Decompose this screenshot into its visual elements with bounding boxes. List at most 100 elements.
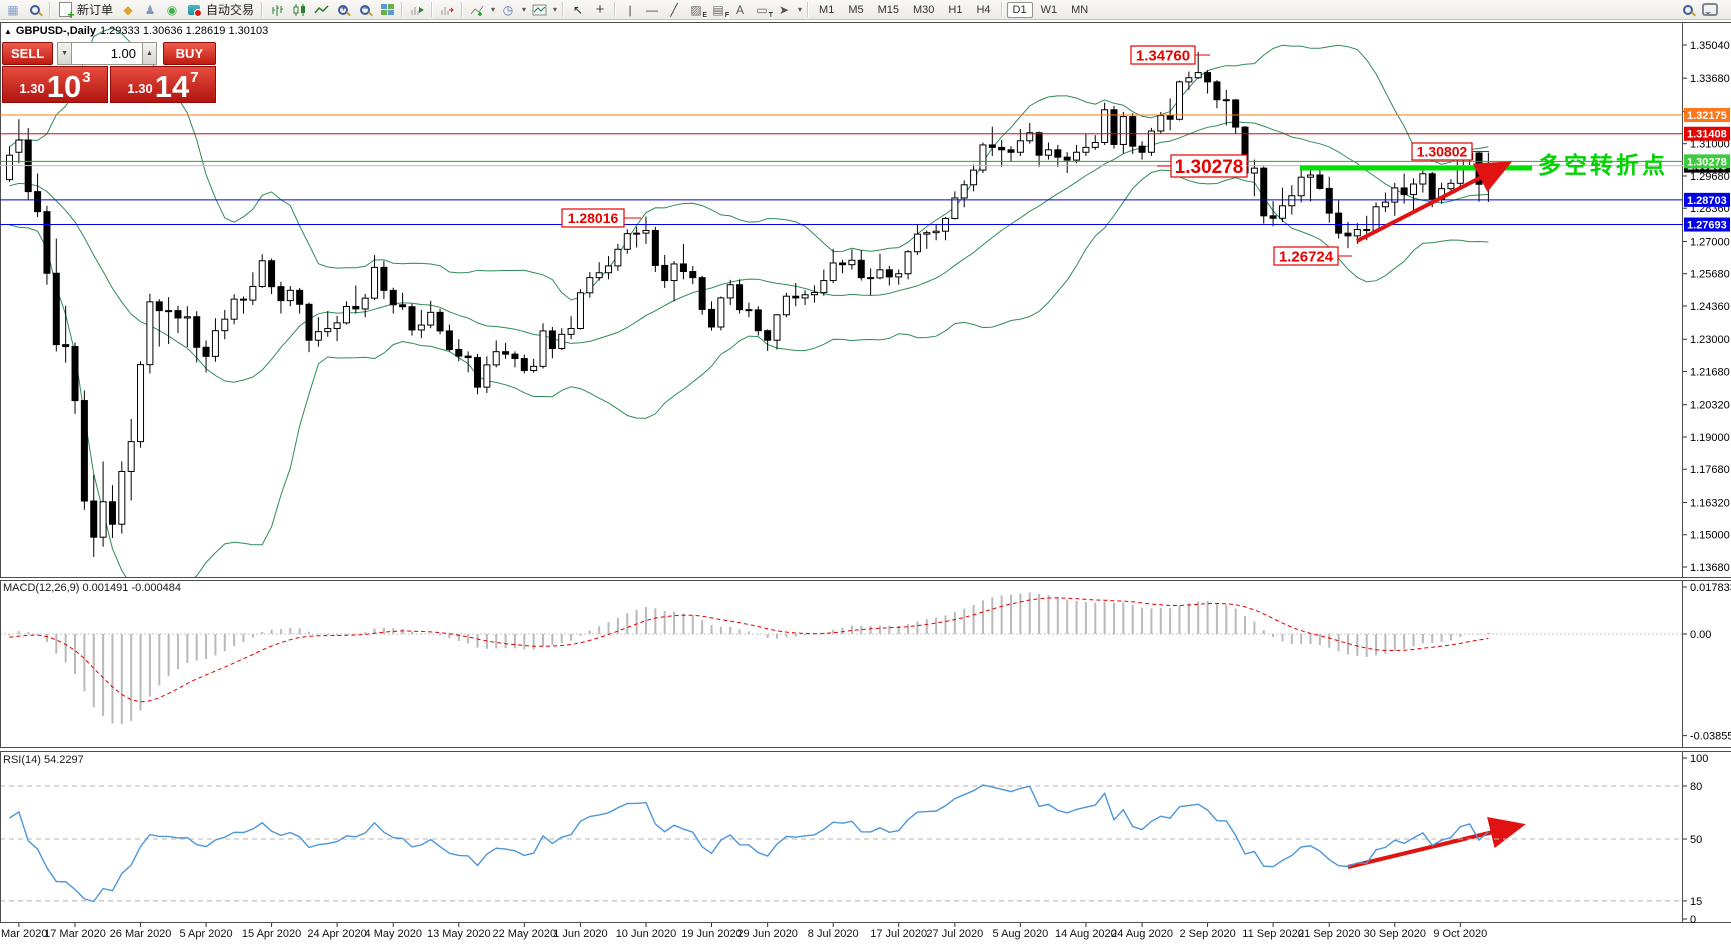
volume-increase-button[interactable]: ▲ (142, 42, 157, 65)
new-order-icon[interactable] (54, 0, 76, 21)
timeframe-m15[interactable]: M15 (877, 3, 899, 16)
candle-body (483, 364, 491, 388)
rsi-line (9, 784, 1489, 903)
macd-histogram-bar (813, 633, 816, 635)
indicators-icon[interactable] (466, 0, 488, 19)
timeframe-m1[interactable]: M1 (819, 3, 835, 16)
macd-histogram-bar (176, 633, 179, 670)
candle-body (1138, 145, 1146, 153)
cursor-icon[interactable]: ↖ (573, 2, 584, 17)
vertical-line-icon[interactable]: | (628, 2, 632, 17)
autotrading-icon[interactable] (183, 0, 205, 19)
timeframe-m5[interactable]: M5 (848, 3, 864, 16)
price-level-tag (1684, 217, 1730, 232)
timeframe-d1[interactable]: D1 (1006, 1, 1033, 18)
equidistant-channel-icon[interactable]: ▨ E (690, 2, 708, 19)
zoom-in-icon[interactable]: + (332, 0, 354, 19)
candle-body (202, 346, 210, 357)
crosshair-icon[interactable]: + (595, 1, 605, 18)
macd-histogram-bar (1318, 633, 1321, 646)
candlestick-chart-icon[interactable] (288, 0, 310, 19)
candle-body (820, 280, 828, 294)
price-callout-box[interactable] (1130, 45, 1196, 65)
timeframe-w1[interactable]: W1 (1040, 3, 1058, 16)
new-order-icon-label[interactable]: 新订单 (77, 3, 114, 17)
macd-histogram-bar (1346, 633, 1349, 655)
tile-windows-icon[interactable] (376, 0, 398, 19)
macd-histogram-bar (1047, 595, 1050, 634)
date-axis-label: 10 Jun 2020 (616, 928, 677, 940)
price-axis-strip (1683, 20, 1731, 944)
strategy-tester-icon[interactable] (24, 0, 46, 19)
bar-chart-icon[interactable] (266, 0, 288, 19)
candle-body (249, 285, 257, 301)
fibonacci-icon[interactable]: ▤ F (712, 2, 730, 19)
timeframe-h4[interactable]: H4 (976, 3, 991, 16)
candle-body (342, 305, 350, 324)
buy-price-panel[interactable]: 1.30 14 7 (110, 66, 216, 103)
periods-icon-dropdown[interactable]: ▾ (522, 5, 527, 14)
auto-scroll-icon[interactable] (406, 0, 428, 19)
templates-icon[interactable] (528, 0, 550, 19)
horizontal-line-icon[interactable]: — (646, 2, 659, 17)
signals-icon[interactable]: ◉ (166, 2, 178, 17)
sell-button[interactable]: SELL (2, 42, 54, 65)
timeframe-m30[interactable]: M30 (913, 3, 935, 16)
macd-histogram-bar (579, 633, 582, 636)
line-chart-icon[interactable] (310, 0, 332, 19)
arrows-icon[interactable]: ➤ (779, 2, 790, 17)
macd-histogram-bar (17, 631, 20, 634)
date-axis-label: 4 May 2020 (365, 928, 422, 940)
text-icon[interactable]: A (736, 2, 745, 17)
candle-body (885, 269, 893, 278)
chart-window-icon[interactable]: ▦ (7, 2, 19, 17)
timeframe-mn[interactable]: MN (1071, 3, 1089, 16)
candle-body (268, 260, 276, 288)
timeframe-h1[interactable]: H1 (948, 3, 963, 16)
macd-histogram-bar (373, 628, 376, 634)
arrows-icon-dropdown[interactable]: ▾ (798, 5, 803, 14)
macd-histogram-bar (186, 633, 189, 663)
date-axis-label: 19 Jun 2020 (681, 928, 742, 940)
candle-body (1166, 115, 1174, 120)
candle-body (623, 233, 631, 250)
collapse-panel-icon[interactable]: ▲ (4, 26, 12, 36)
templates-icon-dropdown[interactable]: ▾ (553, 5, 558, 14)
metaeditor-icon[interactable]: ◆ (123, 2, 133, 17)
green-trendline-bar[interactable] (1300, 165, 1532, 171)
price-callout-box[interactable] (1273, 246, 1339, 266)
price-callout-box[interactable] (1170, 154, 1248, 178)
volume-input[interactable] (72, 42, 143, 65)
turning-point-annotation[interactable]: 多空转折点 (1538, 152, 1668, 178)
trendline-icon[interactable]: ╱ (670, 2, 678, 17)
toolbar-separator (562, 2, 565, 17)
periods-icon[interactable]: ◷ (502, 2, 514, 17)
autotrading-icon-label[interactable]: 自动交易 (206, 3, 255, 17)
price-callout-box[interactable] (1411, 142, 1473, 161)
candle-body (511, 353, 519, 360)
expert-advisors-icon[interactable]: ♟ (144, 2, 156, 17)
search-icon[interactable] (1677, 0, 1699, 19)
price-callout-box[interactable] (561, 208, 625, 228)
buy-button[interactable]: BUY (162, 42, 216, 65)
date-axis-label: 14 Aug 2020 (1055, 928, 1117, 940)
candle-body (380, 266, 388, 291)
indicators-icon-dropdown[interactable]: ▾ (491, 5, 496, 14)
rsi-trend-arrow[interactable] (1347, 817, 1526, 869)
chat-icon[interactable] (1699, 0, 1721, 19)
main-trend-arrow[interactable] (1356, 161, 1513, 243)
macd-histogram-bar (1094, 602, 1097, 634)
zoom-out-icon[interactable]: − (354, 0, 376, 19)
macd-histogram-bar (167, 633, 170, 677)
macd-histogram-bar (570, 633, 573, 641)
volume-decrease-button[interactable]: ▼ (57, 42, 73, 65)
chart-shift-icon[interactable] (436, 0, 458, 19)
macd-histogram-bar (92, 633, 95, 708)
toolbar-separator (461, 2, 464, 17)
candle-body (1316, 174, 1324, 189)
sell-price-panel[interactable]: 1.30 10 3 (2, 66, 108, 103)
macd-histogram-bar (907, 624, 910, 634)
text-label-icon[interactable]: ▭ T (756, 2, 774, 19)
candle-body (839, 262, 847, 266)
macd-histogram-bar (1356, 633, 1359, 656)
